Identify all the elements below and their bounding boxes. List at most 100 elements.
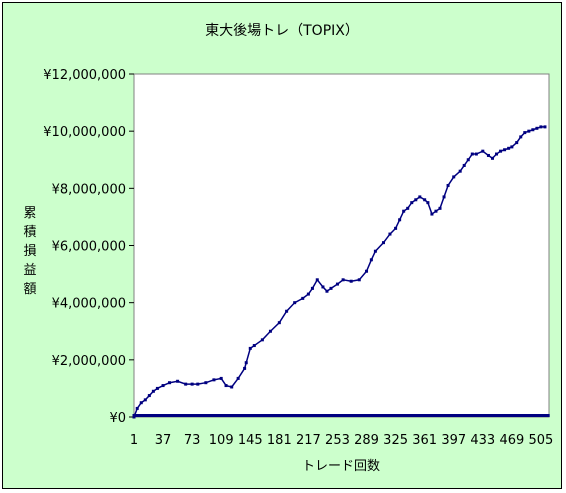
zero-line-marker [512, 414, 516, 417]
data-point [414, 198, 418, 202]
chart-title: 東大後場トレ（TOPIX） [205, 23, 359, 39]
zero-line-marker [345, 414, 349, 417]
zero-line-marker [243, 414, 247, 417]
zero-line-marker [507, 414, 511, 417]
zero-line-marker [326, 414, 330, 417]
zero-line-marker [260, 414, 264, 417]
zero-line-marker [372, 414, 376, 417]
data-point [365, 269, 369, 273]
data-point [176, 379, 180, 383]
data-point [543, 125, 547, 129]
zero-line-marker [176, 414, 180, 417]
x-tick-label: 37 [155, 433, 172, 448]
data-point [184, 382, 188, 386]
data-point [293, 301, 297, 305]
zero-line-marker [457, 414, 461, 417]
data-point [132, 415, 136, 419]
data-point [329, 286, 333, 290]
data-point [503, 148, 507, 152]
zero-line-marker [277, 414, 281, 417]
y-axis-ticks: ¥0 ¥2,000,000 ¥4,000,000 ¥6,000,000 ¥8,000,0… [43, 68, 134, 426]
zero-line-marker [207, 414, 211, 417]
zero-line-marker [246, 414, 250, 417]
chart: 東大後場トレ（TOPIX） ¥0 ¥2,000,000 ¥4,000,000 ¥6,0… [23, 23, 553, 474]
data-point [523, 131, 527, 135]
zero-line-marker [495, 414, 499, 417]
zero-line-marker [466, 414, 470, 417]
zero-line-marker [442, 414, 446, 417]
data-point [394, 226, 398, 230]
zero-line-marker [212, 414, 216, 417]
data-point [490, 156, 494, 160]
data-point [539, 125, 543, 129]
data-point [381, 241, 385, 245]
x-tick-label: 325 [383, 433, 408, 448]
y-tick-label: ¥6,000,000 [52, 240, 126, 255]
zero-line-marker [432, 414, 436, 417]
data-point [212, 378, 216, 382]
data-point [410, 201, 414, 205]
zero-line-marker [214, 414, 218, 417]
zero-line-marker [134, 414, 138, 417]
data-point [277, 321, 281, 325]
zero-line-marker [377, 414, 381, 417]
zero-line-marker [435, 414, 439, 417]
zero-line-marker [418, 414, 422, 417]
zero-line-marker [178, 414, 182, 417]
zero-line-marker [234, 414, 238, 417]
zero-line-marker [328, 414, 332, 417]
zero-line-marker [532, 414, 536, 417]
data-point [486, 153, 490, 157]
zero-line-marker [384, 414, 388, 417]
zero-line-marker [202, 414, 206, 417]
data-point [452, 175, 456, 179]
zero-line-marker [294, 414, 298, 417]
data-point [527, 129, 531, 133]
x-axis-label: トレード回数 [302, 459, 380, 474]
data-point [155, 386, 159, 390]
zero-line-marker [437, 414, 441, 417]
zero-line-marker [282, 414, 286, 417]
zero-line-marker [195, 414, 199, 417]
zero-line-marker [498, 414, 502, 417]
zero-line-marker [200, 414, 204, 417]
zero-line-marker [306, 414, 310, 417]
zero-line-marker [256, 414, 260, 417]
data-point [321, 285, 325, 289]
zero-line-marker [510, 414, 514, 417]
x-tick-label: 253 [325, 433, 350, 448]
zero-line-marker [355, 414, 359, 417]
zero-line-marker [335, 414, 339, 417]
data-point [507, 146, 511, 150]
zero-line-marker [403, 414, 407, 417]
zero-line-marker [471, 414, 475, 417]
data-point [219, 376, 223, 380]
zero-line-marker [408, 414, 412, 417]
data-point [402, 209, 406, 213]
data-point [398, 218, 402, 222]
data-point [310, 286, 314, 290]
zero-line-marker [248, 414, 252, 417]
zero-line-marker [343, 414, 347, 417]
data-point [406, 206, 410, 210]
data-point [388, 232, 392, 236]
zero-line-marker [231, 414, 235, 417]
zero-line-marker [546, 414, 550, 417]
y-tick-label: ¥2,000,000 [52, 354, 126, 369]
zero-line-marker [365, 414, 369, 417]
zero-line-marker [367, 414, 371, 417]
zero-line-marker [144, 414, 148, 417]
zero-line-marker [289, 414, 293, 417]
y-tick-label: ¥4,000,000 [52, 297, 126, 312]
zero-line-marker [304, 414, 308, 417]
data-point [426, 201, 430, 205]
zero-line-marker [459, 414, 463, 417]
zero-line-marker [369, 414, 373, 417]
data-point [515, 141, 519, 145]
zero-line-marker [352, 414, 356, 417]
y-tick-label: ¥10,000,000 [43, 125, 126, 140]
y-tick-label: ¥12,000,000 [43, 68, 126, 83]
zero-line-marker [474, 414, 478, 417]
series-points [132, 125, 547, 419]
zero-line-marker [476, 414, 480, 417]
